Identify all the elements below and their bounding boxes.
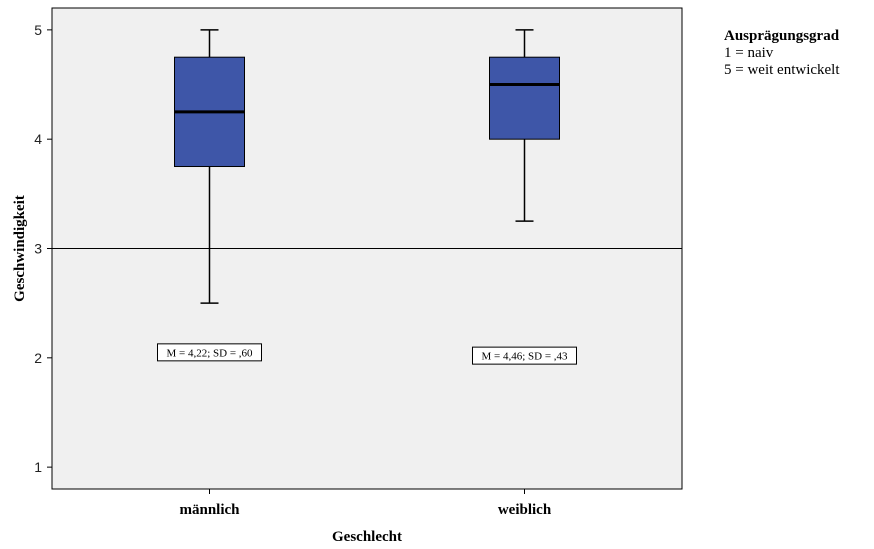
legend-title: Ausprägungsgrad (724, 28, 840, 44)
stats-label-box (157, 343, 262, 362)
stats-label: M = 4,22; SD = ,60 (166, 347, 253, 359)
x-tick-label: weiblich (498, 502, 552, 518)
x-tick-label: männlich (179, 502, 240, 518)
stats-label: M = 4,46; SD = ,43 (481, 351, 568, 363)
legend-line-2: 5 = weit entwickelt (724, 62, 840, 78)
y-tick-label: 5 (34, 22, 42, 38)
y-tick-label: 3 (34, 241, 42, 257)
y-tick-label: 2 (34, 350, 42, 366)
y-tick-label: 4 (34, 131, 42, 147)
box (489, 56, 560, 140)
stats-label-box (472, 346, 577, 365)
y-tick-label: 1 (34, 459, 42, 475)
legend: Ausprägungsgrad 1 = naiv 5 = weit entwic… (724, 28, 840, 79)
y-axis-title: Geschwindigkeit (12, 195, 28, 302)
legend-line-1: 1 = naiv (724, 45, 774, 61)
x-axis-title: Geschlecht (332, 529, 402, 545)
